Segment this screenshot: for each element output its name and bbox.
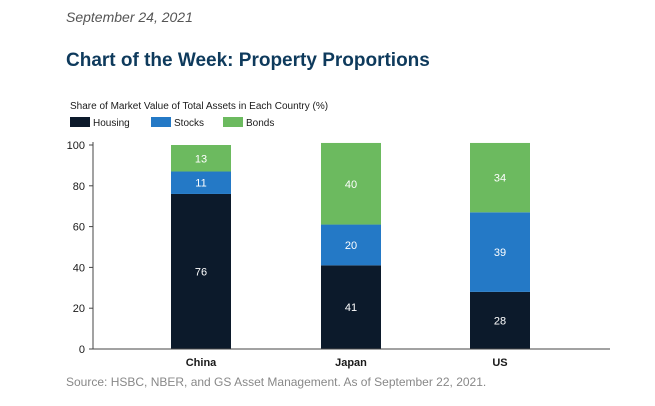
bar-japan-housing bbox=[321, 265, 381, 349]
x-tick-label-us: US bbox=[492, 357, 507, 369]
y-tick-label-100: 100 bbox=[67, 140, 85, 152]
x-tick-label-japan: Japan bbox=[335, 357, 367, 369]
data-label-china-bonds: 13 bbox=[195, 153, 207, 165]
y-tick-label-0: 0 bbox=[79, 344, 85, 356]
data-label-japan-bonds: 40 bbox=[345, 179, 357, 191]
bar-china-bonds bbox=[171, 145, 231, 172]
bar-japan-bonds bbox=[321, 142, 381, 225]
data-label-japan-stocks: 20 bbox=[345, 240, 357, 252]
page-title: Chart of the Week: Property Proportions bbox=[66, 50, 430, 71]
y-tick-label-40: 40 bbox=[73, 262, 85, 274]
x-tick-label-china: China bbox=[186, 357, 217, 369]
bar-china-stocks bbox=[171, 171, 231, 194]
y-tick-label-80: 80 bbox=[73, 181, 85, 193]
legend-swatch-stocks bbox=[151, 117, 171, 127]
legend-swatch-housing bbox=[70, 117, 90, 127]
bar-japan-stocks bbox=[321, 224, 381, 266]
report-date: September 24, 2021 bbox=[66, 9, 193, 25]
bars-group: 76 11 13 41 20 40 28 39 34 bbox=[171, 142, 530, 349]
data-label-us-housing: 28 bbox=[494, 315, 506, 327]
source-note: Source: HSBC, NBER, and GS Asset Managem… bbox=[66, 375, 487, 389]
legend-label-bonds: Bonds bbox=[246, 118, 274, 129]
bar-china-housing bbox=[171, 193, 231, 349]
data-label-us-bonds: 34 bbox=[494, 173, 506, 185]
chart-legend: Housing Stocks Bonds bbox=[70, 117, 274, 129]
legend-label-stocks: Stocks bbox=[174, 118, 204, 129]
legend-swatch-bonds bbox=[223, 117, 243, 127]
data-label-china-housing: 76 bbox=[195, 266, 207, 278]
y-tick-label-20: 20 bbox=[73, 303, 85, 315]
data-label-us-stocks: 39 bbox=[494, 247, 506, 259]
bar-us-stocks bbox=[470, 212, 530, 292]
chart-subtitle: Share of Market Value of Total Assets in… bbox=[70, 101, 328, 112]
bar-us-housing bbox=[470, 291, 530, 349]
data-label-china-stocks: 11 bbox=[195, 178, 206, 190]
bar-us-bonds bbox=[470, 142, 530, 213]
data-label-japan-housing: 41 bbox=[345, 302, 357, 314]
legend-label-housing: Housing bbox=[93, 118, 130, 129]
axes-group: 0 20 40 60 80 100 China Japan US bbox=[67, 140, 610, 369]
y-tick-label-60: 60 bbox=[73, 222, 85, 234]
